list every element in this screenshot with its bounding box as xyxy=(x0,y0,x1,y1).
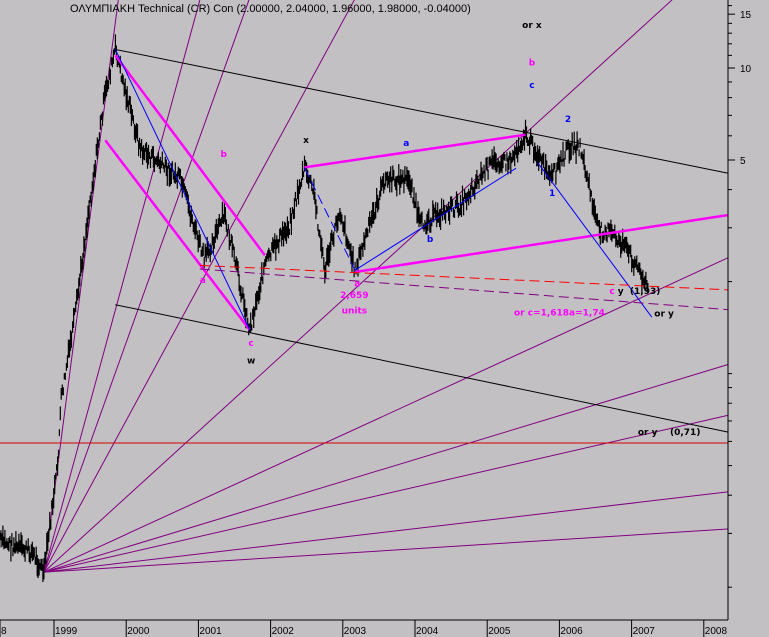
wave-annotation: 2,659 xyxy=(340,291,368,301)
y-tick-label: 10 xyxy=(740,64,752,75)
wave-annotation: b xyxy=(529,58,536,68)
fan-line xyxy=(43,0,355,573)
fan-line xyxy=(43,528,728,573)
wave-annotation: x xyxy=(303,136,309,146)
wave-annotation: 1 xyxy=(549,189,555,199)
x-tick-label: 2008 xyxy=(705,626,728,637)
wave-annotation: or x xyxy=(522,21,542,31)
x-tick-label: 1999 xyxy=(55,626,78,637)
wave-annotation: a xyxy=(354,279,360,289)
trend-line xyxy=(304,133,526,169)
wave-annotation: w xyxy=(247,356,255,366)
trend-line xyxy=(354,167,517,271)
wave-annotation: c xyxy=(609,287,614,297)
trend-line xyxy=(537,162,653,318)
chart-title: ΟΛΥΜΠΙΑΚΗ Technical (CR) Con (2.00000, 2… xyxy=(70,3,471,15)
wave-annotation: a xyxy=(200,276,206,286)
wave-annotation: or c=1,618a=1,74 xyxy=(514,308,605,318)
x-tick-label: 2005 xyxy=(488,626,511,637)
fan-line xyxy=(43,491,728,573)
x-tick-label: 2003 xyxy=(344,626,367,637)
wave-annotation: or y (0,71) xyxy=(638,428,701,438)
wave-annotation: b xyxy=(427,235,434,245)
wave-annotation: 2 xyxy=(565,115,571,125)
wave-annotation: b xyxy=(220,150,227,160)
wave-annotation: c xyxy=(248,339,253,349)
x-tick-label: 2000 xyxy=(127,626,150,637)
fan-line xyxy=(43,0,201,573)
trend-line xyxy=(115,304,728,433)
x-tick-label: 8 xyxy=(1,626,7,637)
fan-line xyxy=(43,257,728,573)
trend-line xyxy=(114,49,251,331)
fan-line xyxy=(43,0,250,573)
trend-line xyxy=(199,268,728,311)
fan-line xyxy=(43,414,728,573)
trend-line xyxy=(304,167,356,271)
fan-line xyxy=(43,364,728,573)
trend-line xyxy=(114,54,266,256)
x-tick-label: 2001 xyxy=(199,626,222,637)
trend-line xyxy=(354,213,728,274)
x-tick-label: 2002 xyxy=(272,626,295,637)
fan-line xyxy=(43,0,673,573)
wave-annotation: units xyxy=(342,307,368,317)
x-tick-label: 2004 xyxy=(416,626,439,637)
wave-annotation: a xyxy=(403,139,409,149)
y-tick-label: 15 xyxy=(740,10,752,21)
trend-line xyxy=(104,139,251,331)
wave-annotation: or y xyxy=(654,309,674,319)
y-tick-label: 5 xyxy=(740,156,746,167)
wave-annotation: c xyxy=(529,81,534,91)
price-series xyxy=(0,34,649,582)
x-tick-label: 2006 xyxy=(560,626,583,637)
wave-annotation: y (1,93) xyxy=(618,287,661,297)
trend-line xyxy=(199,264,728,291)
trend-line xyxy=(115,48,728,174)
x-tick-label: 2007 xyxy=(633,626,656,637)
